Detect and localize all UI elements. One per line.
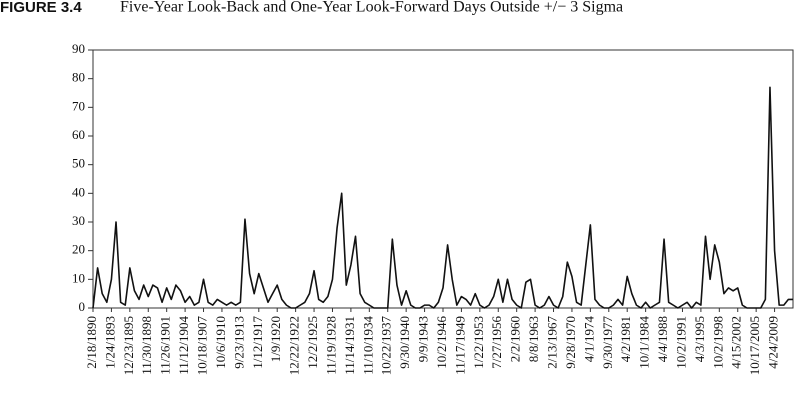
x-tick-label: 1/24/1893	[102, 316, 117, 369]
x-tick-label: 9/23/1913	[231, 316, 246, 369]
data-line	[92, 86, 793, 309]
x-tick-label: 4/24/2009	[766, 316, 781, 369]
x-tick-label: 10/22/1937	[379, 316, 394, 376]
x-tick-label: 1/12/1917	[250, 316, 265, 369]
x-tick-label: 11/30/1898	[139, 316, 154, 375]
y-tick-label: 30	[72, 213, 85, 228]
x-tick-label: 9/9/1943	[416, 316, 431, 362]
x-tick-label: 9/28/1970	[563, 316, 578, 369]
x-tick-label: 11/12/1904	[176, 316, 191, 375]
y-tick-label: 70	[72, 98, 85, 113]
x-tick-label: 9/30/1940	[397, 316, 412, 369]
x-tick-label: 7/27/1956	[489, 316, 504, 369]
x-tick-label: 1/22/1953	[471, 316, 486, 369]
x-tick-label: 4/1/1974	[581, 316, 596, 363]
y-tick-label: 90	[72, 41, 85, 56]
x-tick-label: 10/1/1984	[637, 316, 652, 369]
y-tick-label: 80	[72, 70, 85, 85]
x-tick-label: 2/13/1967	[545, 316, 560, 369]
x-tick-label: 8/8/1963	[526, 316, 541, 362]
x-tick-label: 10/2/1946	[434, 316, 449, 369]
x-tick-label: 10/2/1991	[673, 316, 688, 369]
y-tick-label: 50	[72, 156, 85, 171]
figure-label: FIGURE 3.4	[0, 0, 82, 16]
x-tick-label: 11/10/1934	[360, 316, 375, 375]
y-tick-label: 20	[72, 242, 85, 257]
x-tick-label: 1/9/1920	[268, 316, 283, 362]
x-tick-label: 9/30/1977	[600, 316, 615, 369]
x-tick-label: 12/23/1895	[121, 316, 136, 375]
x-tick-label: 4/15/2002	[729, 316, 744, 369]
x-tick-label: 11/14/1931	[342, 316, 357, 375]
x-tick-label: 10/6/1910	[213, 316, 228, 369]
y-tick-label: 0	[79, 299, 86, 314]
x-tick-label: 4/4/1988	[655, 316, 670, 362]
x-tick-label: 12/2/1925	[305, 316, 320, 369]
y-tick-label: 10	[72, 270, 85, 285]
plot-frame	[92, 49, 794, 309]
x-tick-label: 4/3/1995	[692, 316, 707, 362]
x-tick-label: 10/2/1998	[710, 316, 725, 369]
y-tick-label: 60	[72, 127, 85, 142]
x-tick-label: 11/19/1928	[323, 316, 338, 375]
x-tick-label: 11/26/1901	[158, 316, 173, 375]
chart-title: Five-Year Look-Back and One-Year Look-Fo…	[120, 0, 623, 16]
x-tick-label: 10/17/2005	[747, 316, 762, 375]
x-tick-label: 4/2/1981	[618, 316, 633, 362]
x-tick-label: 11/17/1949	[452, 316, 467, 375]
y-tick-label: 40	[72, 184, 85, 199]
x-tick-label: 12/22/1922	[287, 316, 302, 375]
x-tick-label: 2/18/1890	[84, 316, 99, 369]
x-tick-label: 2/2/1960	[508, 316, 523, 362]
x-tick-label: 10/18/1907	[195, 316, 210, 376]
